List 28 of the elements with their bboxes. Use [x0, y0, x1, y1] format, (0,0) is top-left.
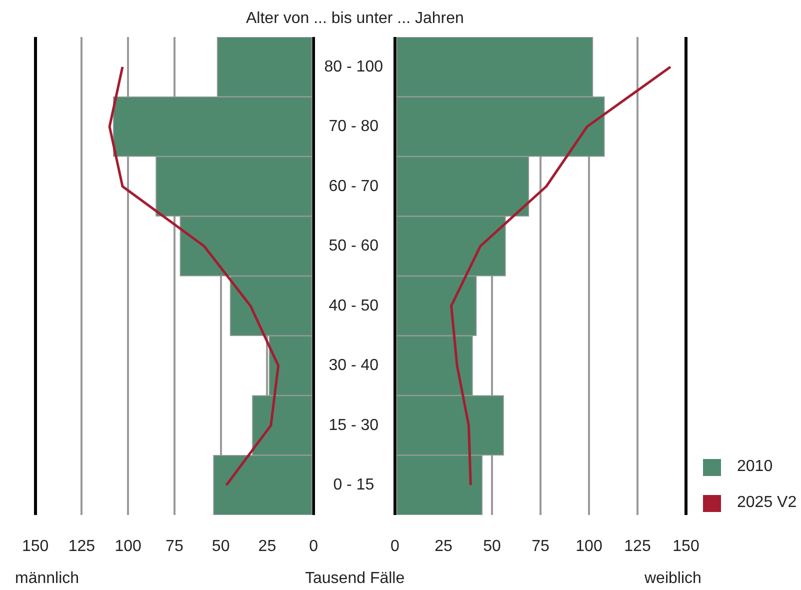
y-tick-label: 80 - 100: [324, 58, 384, 76]
legend-label: 2010: [737, 458, 773, 476]
x-tick-label: 150: [22, 538, 49, 556]
x-tick-label: 100: [576, 538, 602, 556]
y-tick-label: 40 - 50: [328, 297, 379, 314]
x-tick-label: 125: [68, 538, 96, 556]
x-tick-label: 25: [434, 538, 452, 556]
y-axis-title: Alter von ... bis unter ... Jahren: [246, 10, 464, 28]
x-tick-label: 0: [309, 538, 318, 556]
x-tick-label: 75: [166, 538, 184, 556]
y-tick-label: 15 - 30: [328, 416, 379, 434]
x-axis-title: weiblich: [644, 570, 702, 588]
x-tick-label: 25: [258, 538, 276, 556]
text: Tausend Fälle: [305, 570, 405, 588]
x-tick-label: 50: [212, 538, 230, 556]
y-tick-label: 30 - 40: [328, 357, 379, 374]
x-axis-title: männlich: [15, 570, 80, 588]
x-tick-label: 150: [672, 538, 700, 556]
x-tick-label: 50: [483, 538, 501, 556]
y-tick-label: 0 - 15: [333, 476, 374, 494]
y-tick-label: 60 - 70: [328, 178, 379, 195]
y-tick-label: 50 - 60: [328, 238, 379, 255]
y-tick-label: 70 - 80: [328, 118, 379, 136]
x-tick-label: 0: [390, 538, 400, 556]
x-tick-label: 75: [532, 538, 550, 556]
x-tick-label: 100: [114, 538, 142, 556]
x-tick-label: 125: [624, 538, 651, 556]
legend-label: 2025 V2: [737, 494, 797, 512]
